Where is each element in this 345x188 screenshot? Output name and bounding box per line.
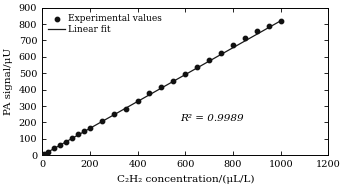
- Experimental values: [242, 36, 248, 39]
- Experimental values: [147, 91, 152, 94]
- Text: R² = 0.9989: R² = 0.9989: [180, 114, 244, 123]
- Experimental values: [63, 140, 69, 143]
- Experimental values: [81, 130, 87, 133]
- Experimental values: [87, 126, 92, 129]
- Experimental values: [278, 19, 284, 22]
- Experimental values: [170, 79, 176, 82]
- Experimental values: [42, 152, 47, 155]
- Experimental values: [123, 107, 128, 110]
- Experimental values: [218, 51, 224, 54]
- Experimental values: [69, 136, 75, 139]
- Experimental values: [45, 151, 51, 154]
- Experimental values: [206, 59, 212, 62]
- Y-axis label: PA signal/μU: PA signal/μU: [4, 48, 13, 115]
- Experimental values: [159, 86, 164, 89]
- Experimental values: [183, 72, 188, 75]
- Experimental values: [75, 133, 81, 136]
- Experimental values: [195, 65, 200, 68]
- Experimental values: [51, 147, 57, 150]
- Experimental values: [230, 44, 236, 47]
- Legend: Experimental values, Linear fit: Experimental values, Linear fit: [47, 12, 164, 36]
- Experimental values: [266, 24, 272, 27]
- Experimental values: [135, 100, 140, 103]
- Experimental values: [57, 144, 63, 147]
- Experimental values: [111, 112, 116, 115]
- Experimental values: [254, 29, 260, 32]
- X-axis label: C₂H₂ concentration/(μL/L): C₂H₂ concentration/(μL/L): [117, 175, 254, 184]
- Experimental values: [99, 119, 105, 122]
